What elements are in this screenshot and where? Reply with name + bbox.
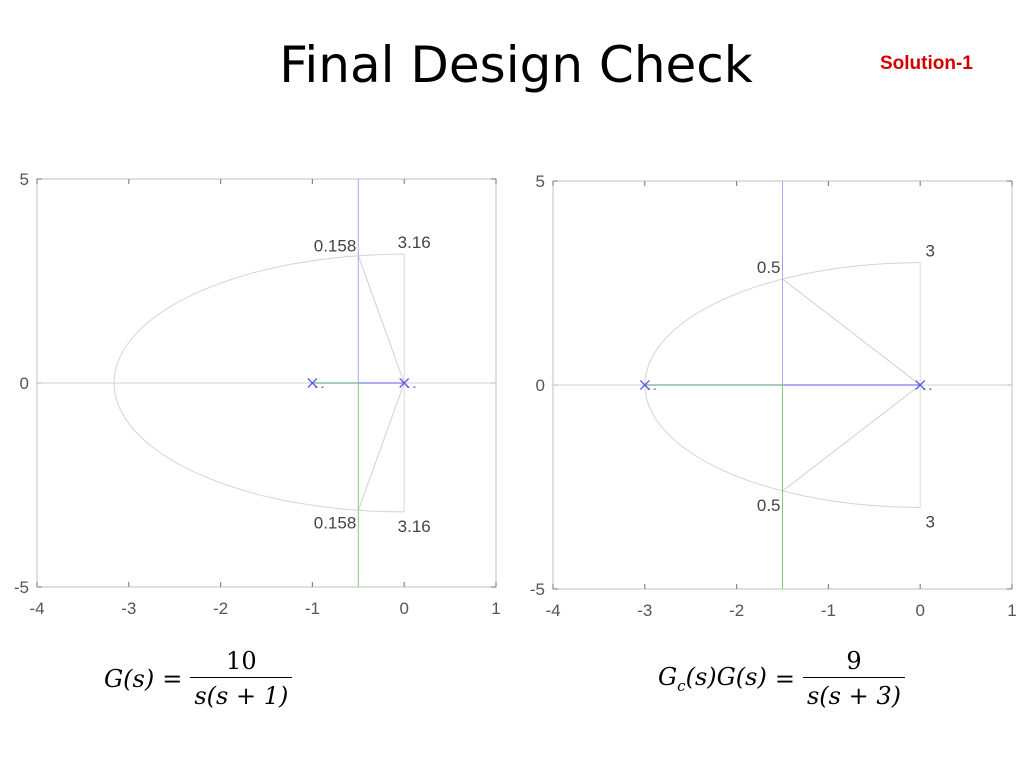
equals-sign: = <box>162 664 183 693</box>
x-tick-label: -4 <box>545 601 560 620</box>
formula-lhs-right: Gc(s)G(s) <box>658 663 767 695</box>
damping-line-lower <box>782 384 921 492</box>
x-tick-label: 1 <box>491 599 500 618</box>
pole-marker-stroke <box>399 378 410 388</box>
formula-lhs-right-rest: (s)G(s) <box>685 662 767 691</box>
pole-marker: -- <box>639 380 658 395</box>
x-tick-label: 1 <box>1007 601 1016 620</box>
pole-marker-stroke <box>639 380 650 390</box>
pole-marker-label: -- <box>313 382 325 393</box>
x-tick-label: -1 <box>305 599 320 618</box>
pole-marker: -- <box>915 380 933 395</box>
y-tick-label: 5 <box>536 172 545 191</box>
x-tick-label: -2 <box>729 601 744 620</box>
x-tick-label: 0 <box>915 601 924 620</box>
pole-marker: -- <box>307 378 325 393</box>
denominator-right: s(s + 3) <box>802 677 905 710</box>
grid-annotation: 0.5 <box>757 496 781 515</box>
numerator-left: 10 <box>226 647 257 675</box>
pole-marker-stroke <box>307 378 318 388</box>
damping-line-upper <box>782 278 921 386</box>
numerator-right: 9 <box>846 647 862 675</box>
pole-marker-label: -- <box>921 384 933 395</box>
grid-annotation: 0.158 <box>314 236 357 255</box>
fraction-right: 9 s(s + 3) <box>802 647 905 710</box>
x-tick-label: -2 <box>213 599 228 618</box>
damping-line-lower <box>357 382 405 511</box>
y-tick-label: -5 <box>14 578 29 597</box>
grid-annotation: 0.158 <box>314 514 357 533</box>
y-tick-label: 0 <box>536 376 545 395</box>
equals-sign: = <box>774 664 795 693</box>
grid-annotation: 3 <box>925 242 934 261</box>
x-tick-label: -3 <box>121 599 136 618</box>
natural-frequency-arc <box>113 253 405 513</box>
grid-annotation: 3.16 <box>398 517 431 536</box>
x-tick-label: -1 <box>821 601 836 620</box>
damping-line-upper <box>357 255 405 384</box>
y-tick-label: 0 <box>20 374 29 393</box>
transfer-function-right: Gc(s)G(s) = 9 s(s + 3) <box>658 647 905 710</box>
pole-marker-label: -- <box>405 382 417 393</box>
formula-lhs-right-sub: c <box>677 676 686 695</box>
x-tick-label: -4 <box>29 599 44 618</box>
solution-tag: Solution-1 <box>880 53 973 74</box>
transfer-function-left: G(s) = 10 s(s + 1) <box>104 647 293 710</box>
formula-lhs-left: G(s) <box>104 664 155 693</box>
pole-marker: -- <box>399 378 417 393</box>
grid-annotation: 3.16 <box>398 233 431 252</box>
pole-marker-stroke <box>915 380 926 390</box>
formula-lhs-right-main: G <box>658 662 678 691</box>
grid-annotation: 3 <box>925 512 934 531</box>
y-tick-label: -5 <box>530 580 545 599</box>
x-tick-label: 0 <box>399 599 408 618</box>
y-tick-label: 5 <box>20 170 29 189</box>
fraction-left: 10 s(s + 1) <box>190 647 293 710</box>
pole-marker-label: -- <box>646 384 658 395</box>
x-tick-label: -3 <box>637 601 652 620</box>
slide-title: Final Design Check <box>279 36 753 94</box>
denominator-left: s(s + 1) <box>190 677 293 710</box>
grid-annotation: 0.5 <box>757 258 781 277</box>
